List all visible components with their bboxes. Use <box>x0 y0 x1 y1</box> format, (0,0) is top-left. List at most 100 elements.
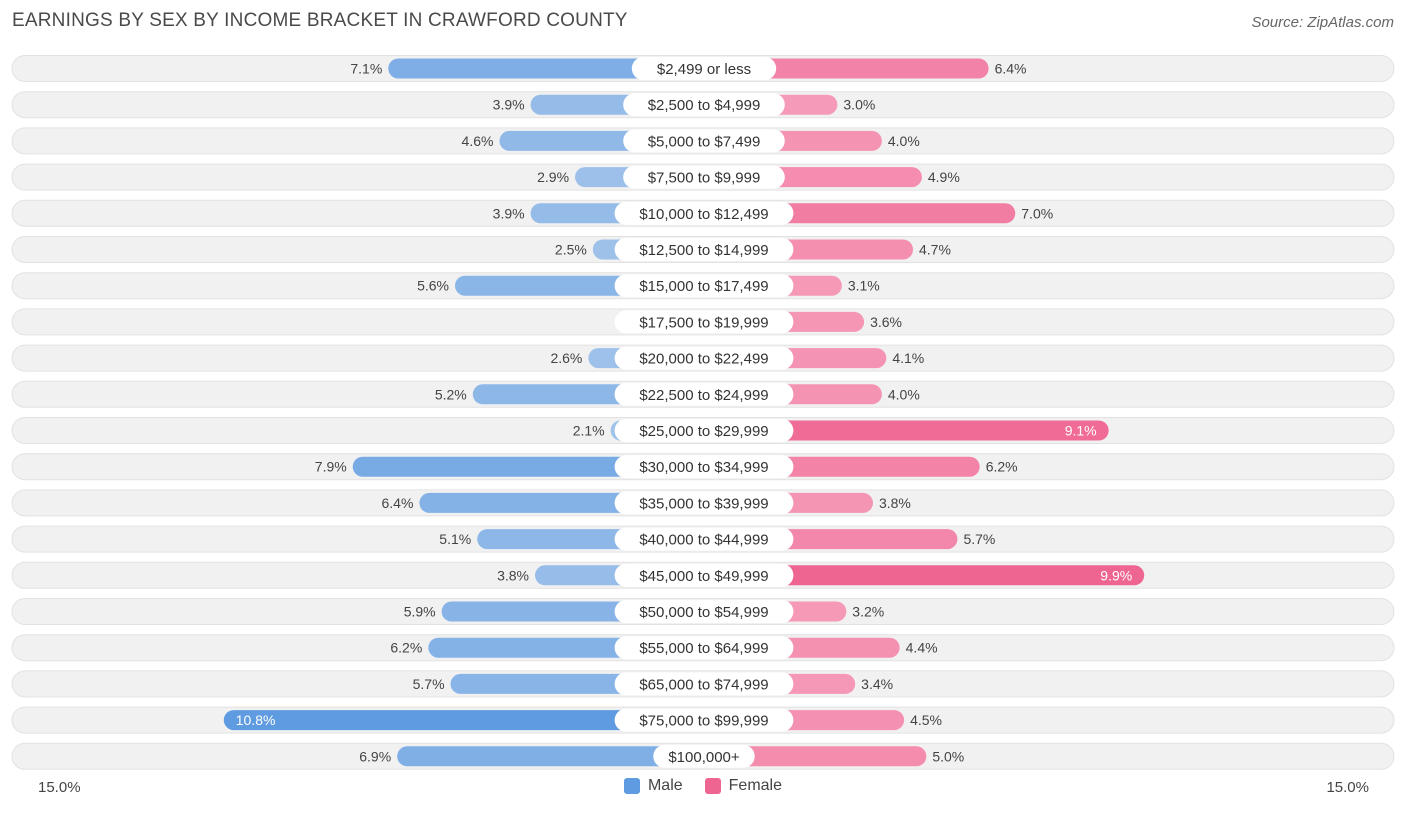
category-label: $2,500 to $4,999 <box>648 97 761 114</box>
female-bar <box>704 746 927 767</box>
category-label-bg <box>614 346 794 370</box>
category-label-bg <box>614 600 794 623</box>
female-value-label: 9.9% <box>1100 567 1132 583</box>
category-label: $22,500 to $24,999 <box>639 387 768 404</box>
bar-row: 7.1% 6.4% $2,499 or less <box>11 55 1395 82</box>
category-label: $20,000 to $22,499 <box>639 351 768 368</box>
category-label-bg <box>614 310 794 334</box>
female-bar <box>704 420 1109 441</box>
category-label: $35,000 to $39,999 <box>639 495 768 512</box>
female-value-label: 3.4% <box>861 676 893 692</box>
female-value-label: 5.0% <box>932 748 964 764</box>
male-value-label: 7.9% <box>315 459 347 475</box>
legend-label-male: Male <box>647 777 683 794</box>
female-value-label: 3.6% <box>870 314 902 330</box>
male-value-label: 3.9% <box>493 205 525 221</box>
male-value-label: 10.8% <box>236 712 276 728</box>
male-value-label: 4.6% <box>462 133 494 149</box>
bar-row: 5.6% 3.1% $15,000 to $17,499 <box>11 272 1395 300</box>
category-label-bg <box>614 563 794 587</box>
male-value-label: 2.6% <box>550 350 582 366</box>
female-value-label: 6.4% <box>995 61 1027 77</box>
female-value-label: 4.4% <box>906 640 938 656</box>
bar-row: 6.4% 3.8% $35,000 to $39,999 <box>11 489 1395 517</box>
male-value-label: 3.8% <box>497 567 529 583</box>
legend-label-female: Female <box>728 777 783 794</box>
legend-swatch-male <box>623 778 640 794</box>
female-value-label: 5.7% <box>963 531 995 547</box>
bar-row: 4.6% 4.0% $5,000 to $7,499 <box>11 127 1395 155</box>
category-label-bg <box>614 455 794 479</box>
male-value-label: 7.1% <box>350 61 382 77</box>
male-value-label: 5.1% <box>439 531 471 547</box>
legend-item-male: Male <box>623 777 683 795</box>
bar-row: 0.92%3.6%$17,500 to $19,999 <box>11 308 1395 336</box>
chart-title: EARNINGS BY SEX BY INCOME BRACKET IN CRA… <box>12 10 628 31</box>
bar-row: 2.5% 4.7% $12,500 to $14,999 <box>11 236 1395 263</box>
female-value-label: 4.0% <box>888 133 920 149</box>
bar-row: 3.8% 9.9% $45,000 to $49,999 <box>11 561 1395 589</box>
female-bar <box>704 565 1145 586</box>
female-value-label: 3.2% <box>852 604 884 620</box>
female-value-label: 3.8% <box>879 495 911 511</box>
category-label-bg <box>614 238 794 261</box>
bar-row: 5.1% 5.7% $40,000 to $44,999 <box>11 525 1395 553</box>
male-value-label: 3.9% <box>493 97 525 113</box>
female-value-label: 7.0% <box>1021 205 1053 221</box>
male-value-label: 6.4% <box>381 495 413 511</box>
axis-left-label: 15.0% <box>38 779 81 796</box>
male-value-label: 2.9% <box>537 169 569 185</box>
bar-row: 5.9% 3.2% $50,000 to $54,999 <box>11 598 1395 625</box>
category-label-bg <box>614 382 794 406</box>
male-bar <box>223 710 704 731</box>
category-label-bg <box>614 419 794 442</box>
category-label-bg <box>614 201 794 225</box>
source-credit: Source: ZipAtlas.com <box>1251 14 1394 31</box>
bar-row: 3.9% 7.0% $10,000 to $12,499 <box>11 199 1395 227</box>
legend: Male Female <box>0 777 1406 795</box>
category-label: $17,500 to $19,999 <box>639 314 768 331</box>
bar-row: 3.9% 3.0% $2,500 to $4,999 <box>11 91 1395 119</box>
bar-row: 7.9% 6.2% $30,000 to $34,999 <box>11 453 1395 481</box>
bar-row: 5.7% 3.4% $65,000 to $74,999 <box>11 670 1395 698</box>
category-label: $75,000 to $99,999 <box>639 713 768 730</box>
category-label: $12,500 to $14,999 <box>639 242 768 259</box>
male-bar <box>397 746 704 767</box>
male-value-label: 2.5% <box>555 242 587 258</box>
category-label: $25,000 to $29,999 <box>639 423 768 440</box>
category-label-bg <box>614 527 794 551</box>
male-value-label: 6.9% <box>359 748 391 764</box>
category-label-bg <box>614 672 794 696</box>
male-value-label: 2.1% <box>573 423 605 439</box>
category-label-bg <box>623 165 785 189</box>
male-value-label: 5.6% <box>417 278 449 294</box>
category-label: $5,000 to $7,499 <box>648 133 761 150</box>
female-value-label: 6.2% <box>986 459 1018 475</box>
bar-row: 2.6% 4.1% $20,000 to $22,499 <box>11 344 1395 372</box>
male-bar <box>388 58 704 79</box>
female-value-label: 4.9% <box>928 169 960 185</box>
category-label-bg <box>614 636 794 660</box>
male-value-label: 5.2% <box>435 386 467 402</box>
bar-row: 2.9% 4.9% $7,500 to $9,999 <box>11 163 1395 191</box>
category-label: $30,000 to $34,999 <box>639 459 768 476</box>
category-label-bg <box>614 491 794 515</box>
category-label-bg <box>631 57 777 80</box>
category-label-bg <box>614 274 794 298</box>
legend-item-female: Female <box>704 777 783 795</box>
category-label: $15,000 to $17,499 <box>639 278 768 295</box>
female-value-label: 4.1% <box>892 350 924 366</box>
female-value-label: 9.1% <box>1065 423 1097 439</box>
category-label: $45,000 to $49,999 <box>639 568 768 585</box>
bar-row: 10.8% 4.5% $75,000 to $99,999 <box>11 706 1395 734</box>
category-label-bg <box>623 129 785 153</box>
category-label: $10,000 to $12,499 <box>639 206 768 223</box>
male-value-label: 5.7% <box>413 676 445 692</box>
female-value-label: 4.7% <box>919 242 951 258</box>
category-label: $55,000 to $64,999 <box>639 640 768 657</box>
male-value-label: 5.9% <box>404 604 436 620</box>
female-value-label: 4.0% <box>888 386 920 402</box>
female-bar <box>704 58 989 79</box>
category-label: $50,000 to $54,999 <box>639 604 768 621</box>
